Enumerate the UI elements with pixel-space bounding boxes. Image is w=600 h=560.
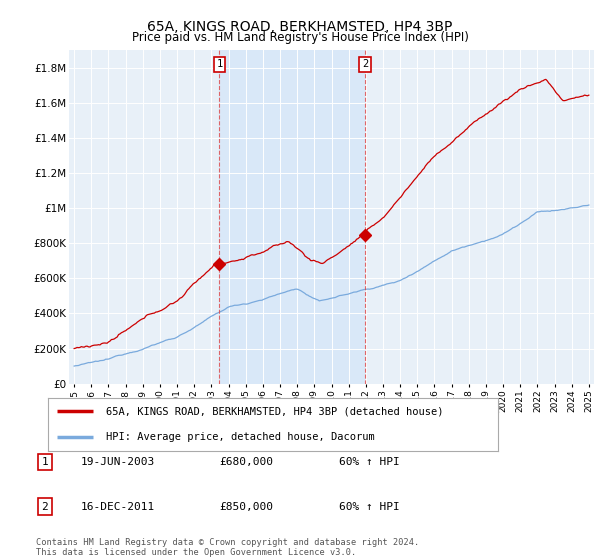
Text: 60% ↑ HPI: 60% ↑ HPI (339, 502, 400, 512)
Text: 65A, KINGS ROAD, BERKHAMSTED, HP4 3BP: 65A, KINGS ROAD, BERKHAMSTED, HP4 3BP (148, 20, 452, 34)
Text: 60% ↑ HPI: 60% ↑ HPI (339, 457, 400, 467)
Text: 16-DEC-2011: 16-DEC-2011 (81, 502, 155, 512)
Text: Price paid vs. HM Land Registry's House Price Index (HPI): Price paid vs. HM Land Registry's House … (131, 31, 469, 44)
Text: Contains HM Land Registry data © Crown copyright and database right 2024.
This d: Contains HM Land Registry data © Crown c… (36, 538, 419, 557)
Text: 1: 1 (41, 457, 49, 467)
Text: 1: 1 (217, 59, 223, 69)
Bar (220, 50, 365, 384)
Text: HPI: Average price, detached house, Dacorum: HPI: Average price, detached house, Daco… (107, 432, 375, 442)
Text: 2: 2 (41, 502, 49, 512)
Text: 2: 2 (362, 59, 368, 69)
Text: 19-JUN-2003: 19-JUN-2003 (81, 457, 155, 467)
Text: £680,000: £680,000 (219, 457, 273, 467)
Text: 65A, KINGS ROAD, BERKHAMSTED, HP4 3BP (detached house): 65A, KINGS ROAD, BERKHAMSTED, HP4 3BP (d… (107, 407, 444, 417)
Text: £850,000: £850,000 (219, 502, 273, 512)
